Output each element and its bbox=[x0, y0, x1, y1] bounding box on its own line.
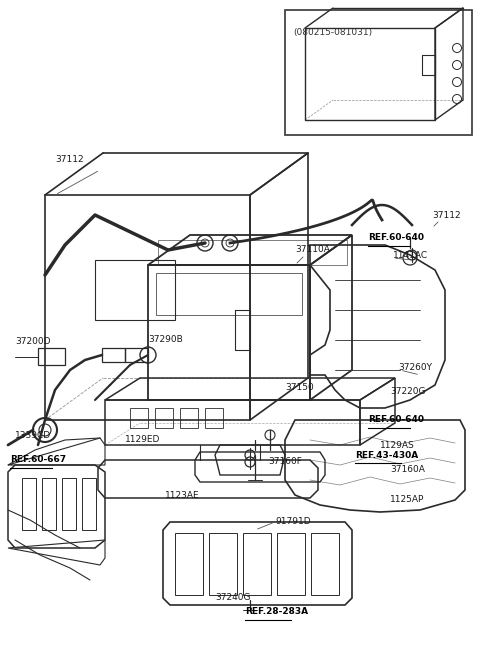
Text: 37112: 37112 bbox=[432, 211, 461, 220]
Text: 91791D: 91791D bbox=[275, 518, 311, 526]
Text: 37112: 37112 bbox=[55, 156, 84, 165]
Text: (080215-081031): (080215-081031) bbox=[293, 28, 372, 37]
Text: 37200D: 37200D bbox=[15, 338, 50, 347]
Text: 37260Y: 37260Y bbox=[398, 364, 432, 373]
Text: 37220G: 37220G bbox=[390, 388, 425, 397]
Text: 1339CD: 1339CD bbox=[15, 430, 51, 439]
Bar bbox=[285, 10, 472, 135]
Text: REF.60-640: REF.60-640 bbox=[368, 233, 424, 242]
Text: 37240G: 37240G bbox=[215, 594, 251, 603]
Text: 1141AC: 1141AC bbox=[393, 251, 428, 259]
Text: 37150: 37150 bbox=[285, 384, 314, 393]
Text: 37110A: 37110A bbox=[295, 246, 330, 255]
Text: 37290B: 37290B bbox=[148, 336, 183, 345]
Text: REF.28-283A: REF.28-283A bbox=[245, 608, 308, 616]
Text: 1123AE: 1123AE bbox=[165, 491, 200, 500]
Text: 1129AS: 1129AS bbox=[380, 441, 415, 450]
Text: REF.43-430A: REF.43-430A bbox=[355, 450, 418, 459]
Text: 1125AP: 1125AP bbox=[390, 496, 424, 505]
Text: REF.60-667: REF.60-667 bbox=[10, 456, 66, 465]
Text: 37160F: 37160F bbox=[268, 457, 302, 467]
Text: 1129ED: 1129ED bbox=[125, 435, 160, 445]
Text: 37160A: 37160A bbox=[390, 465, 425, 474]
Text: REF.60-640: REF.60-640 bbox=[368, 415, 424, 424]
